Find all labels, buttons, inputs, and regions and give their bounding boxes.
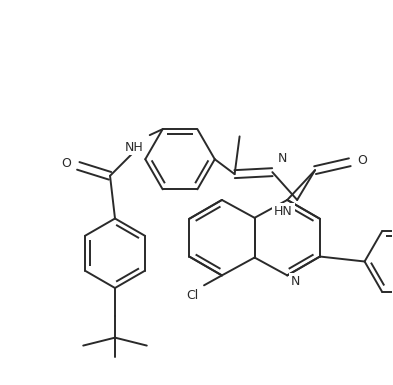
Text: N: N bbox=[290, 275, 300, 288]
Text: N: N bbox=[277, 152, 287, 165]
Text: NH: NH bbox=[125, 141, 143, 154]
Text: HN: HN bbox=[274, 205, 293, 218]
Text: Cl: Cl bbox=[186, 289, 198, 302]
Text: O: O bbox=[61, 157, 71, 171]
Text: O: O bbox=[357, 154, 367, 167]
